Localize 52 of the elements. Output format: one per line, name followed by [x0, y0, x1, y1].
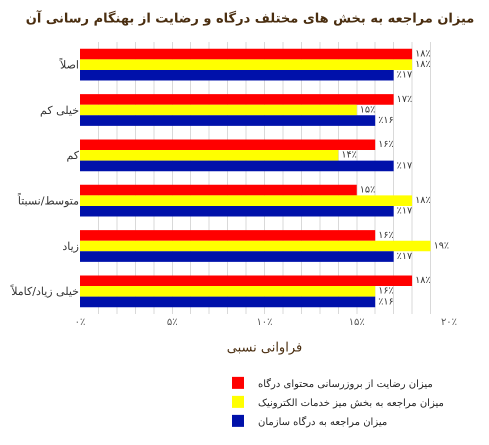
data-label: ٪۱۷ — [396, 250, 412, 262]
y-tick-label: زیاد — [62, 240, 79, 253]
bar — [80, 240, 431, 252]
data-label: ۱۵٪ — [360, 104, 376, 116]
bar — [80, 275, 412, 286]
data-label: ۱۸٪ — [415, 275, 431, 286]
data-label: ۱۸٪ — [415, 195, 431, 206]
chart-title: میزان مراجعه به بخش های مختلف درگاه و رضایت از بهنگام رسانی آن — [26, 9, 474, 26]
data-label: ۱۸٪ — [415, 48, 431, 60]
bar — [80, 115, 376, 126]
data-label: ۱۹٪ — [434, 240, 450, 252]
data-label: ۱۶٪ — [378, 286, 394, 297]
bar — [80, 195, 412, 206]
y-tick-label: خیلی کم — [40, 104, 79, 117]
legend-label: میزان مراجعه به درگاه سازمان — [258, 416, 388, 428]
data-label: ۱۶٪ — [378, 230, 394, 241]
data-label: ٪۱۶ — [378, 296, 394, 308]
bar — [80, 59, 412, 70]
legend-label: میزان مراجعه به بخش میز خدمات الکترونیک — [258, 398, 444, 409]
bar — [80, 70, 394, 81]
y-tick-label: خیلی زیاد/کاملاً — [10, 284, 79, 298]
x-tick-label: ۱۵٪ — [348, 317, 365, 328]
data-label: ٪۱۶ — [378, 114, 394, 126]
bar — [80, 251, 394, 262]
bar — [80, 139, 376, 150]
y-tick-label: کم — [66, 149, 80, 162]
x-tick-label: ۵٪ — [166, 317, 178, 328]
bar — [80, 286, 376, 297]
data-label: ۱۴٪ — [341, 150, 357, 161]
x-tick-label: ۱۰٪ — [256, 317, 273, 328]
x-axis-title: فراوانی نسبی — [226, 340, 302, 356]
data-label: ٪۱۷ — [396, 70, 412, 81]
bar — [80, 230, 376, 241]
data-label: ٪۱۷ — [396, 206, 412, 217]
data-label: ۱۵٪ — [360, 184, 376, 196]
bar — [80, 184, 357, 196]
bar — [80, 48, 412, 60]
data-label: ۱۶٪ — [378, 139, 394, 150]
x-tick-label: ۲۰٪ — [440, 317, 458, 328]
bar — [80, 296, 376, 308]
bar — [80, 104, 357, 116]
legend-label: میزان رضایت از بروزرسانی محتوای درگاه — [258, 378, 433, 390]
y-tick-label: اصلاً — [59, 56, 79, 72]
y-tick-label: متوسط/نسبتاً — [18, 192, 80, 208]
data-label: ٪۱۷ — [396, 160, 412, 172]
bar — [80, 206, 394, 217]
data-label: ۱۸٪ — [415, 59, 431, 70]
bar — [80, 150, 338, 161]
x-tick-label: ۰٪ — [74, 317, 86, 328]
bar — [80, 160, 394, 172]
bar — [80, 94, 394, 105]
data-label: ۱۷٪ — [396, 94, 412, 105]
